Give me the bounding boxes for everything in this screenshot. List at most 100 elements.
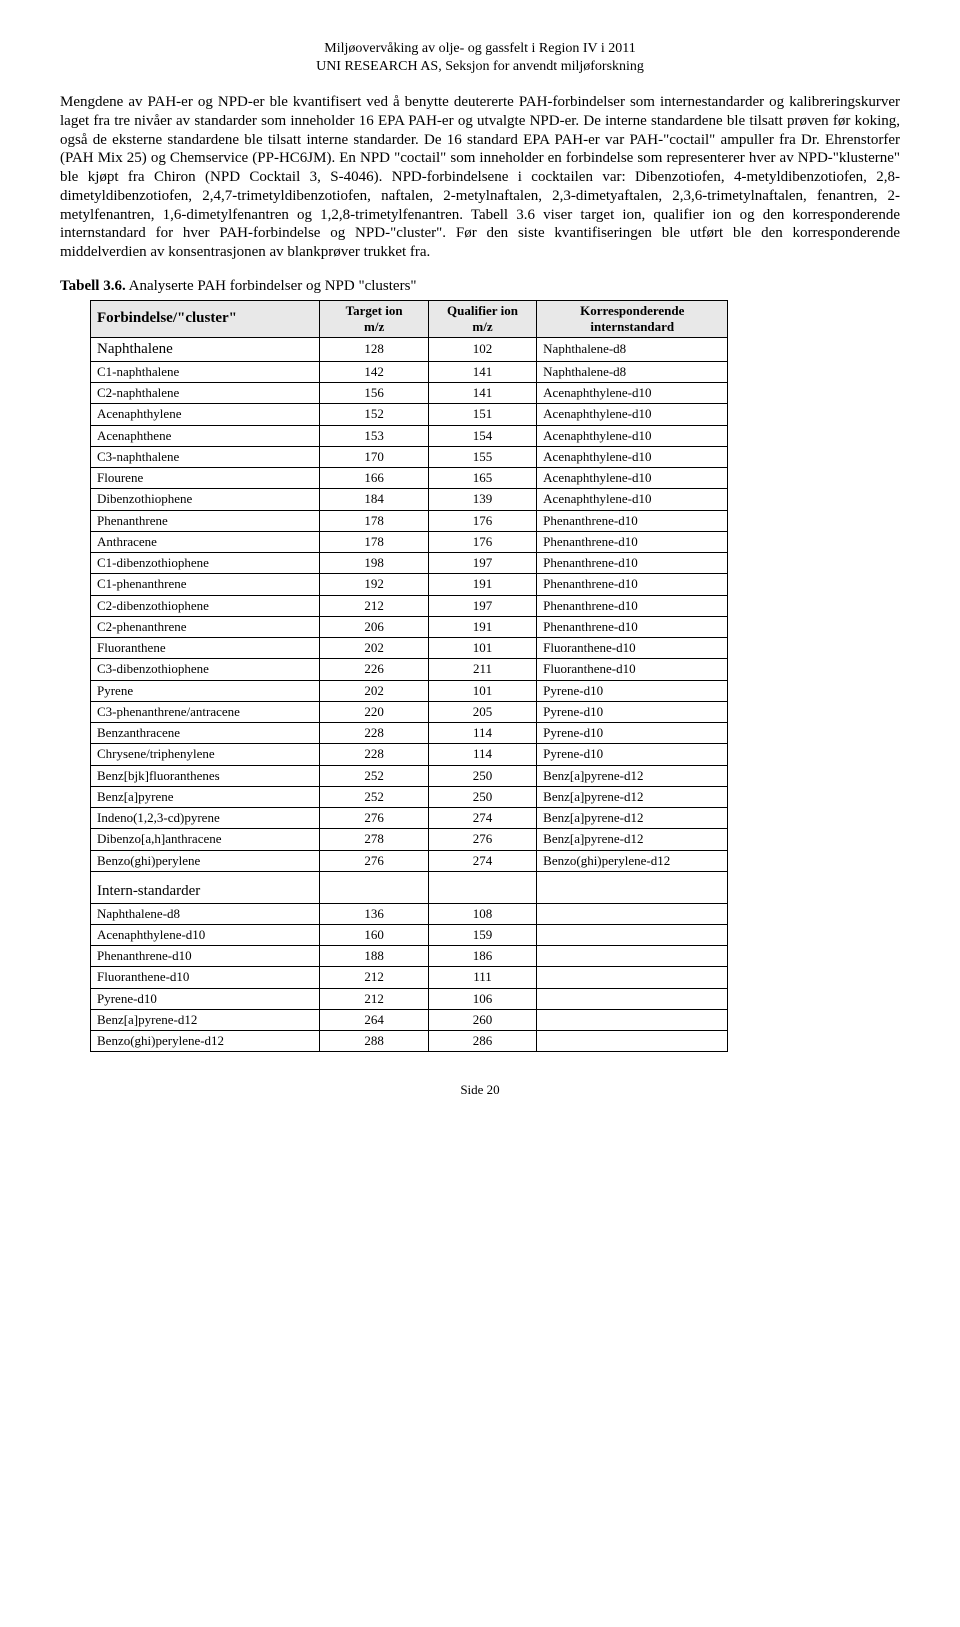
table-cell: 141 xyxy=(428,383,536,404)
col-target-ion-l2: m/z xyxy=(326,319,421,335)
table-row: Fluoranthene-d10212111 xyxy=(91,967,728,988)
table-cell xyxy=(537,871,728,903)
table-cell: 151 xyxy=(428,404,536,425)
table-cell: 101 xyxy=(428,680,536,701)
table-row: Phenanthrene-d10188186 xyxy=(91,946,728,967)
table-cell: Phenanthrene-d10 xyxy=(537,595,728,616)
table-cell: Acenaphthylene-d10 xyxy=(537,446,728,467)
col-internstandard-l1: Korresponderende xyxy=(543,303,721,319)
table-row: C3-dibenzothiophene226211Fluoranthene-d1… xyxy=(91,659,728,680)
table-cell: 186 xyxy=(428,946,536,967)
table-cell: 139 xyxy=(428,489,536,510)
table-cell: Phenanthrene xyxy=(91,510,320,531)
table-cell: 211 xyxy=(428,659,536,680)
table-row: C1-dibenzothiophene198197Phenanthrene-d1… xyxy=(91,553,728,574)
table-row: Indeno(1,2,3-cd)pyrene276274Benz[a]pyren… xyxy=(91,808,728,829)
table-row: Benzanthracene228114Pyrene-d10 xyxy=(91,723,728,744)
col-internstandard-l2: internstandard xyxy=(543,319,721,335)
table-row: Benz[bjk]fluoranthenes252250Benz[a]pyren… xyxy=(91,765,728,786)
table-header-row: Forbindelse/"cluster" Target ion m/z Qua… xyxy=(91,300,728,338)
table-cell: Phenanthrene-d10 xyxy=(537,616,728,637)
body-paragraph: Mengdene av PAH-er og NPD-er ble kvantif… xyxy=(60,93,900,262)
table-cell: Chrysene/triphenylene xyxy=(91,744,320,765)
table-cell: Benz[a]pyrene-d12 xyxy=(537,765,728,786)
table-cell: Pyrene-d10 xyxy=(537,680,728,701)
table-cell: 206 xyxy=(320,616,428,637)
table-cell: Acenaphthylene-d10 xyxy=(537,404,728,425)
table-cell: Acenaphthene xyxy=(91,425,320,446)
table-cell: 178 xyxy=(320,510,428,531)
table-cell: Fluoranthene-d10 xyxy=(91,967,320,988)
table-cell: 176 xyxy=(428,531,536,552)
table-cell: Benz[a]pyrene-d12 xyxy=(537,808,728,829)
table-cell: 226 xyxy=(320,659,428,680)
col-qualifier-ion-l2: m/z xyxy=(435,319,530,335)
table-row: C1-naphthalene142141Naphthalene-d8 xyxy=(91,361,728,382)
table-cell: 288 xyxy=(320,1031,428,1052)
table-cell: Anthracene xyxy=(91,531,320,552)
table-cell: 191 xyxy=(428,616,536,637)
table-cell: Acenaphthylene-d10 xyxy=(537,383,728,404)
table-cell: 154 xyxy=(428,425,536,446)
table-cell: 142 xyxy=(320,361,428,382)
table-cell: Naphthalene xyxy=(91,338,320,362)
table-cell: 260 xyxy=(428,1009,536,1030)
table-cell: 252 xyxy=(320,786,428,807)
section-row: Intern-standarder xyxy=(91,871,728,903)
table-cell: 178 xyxy=(320,531,428,552)
table-cell: 128 xyxy=(320,338,428,362)
table-cell: 188 xyxy=(320,946,428,967)
table-cell xyxy=(320,871,428,903)
col-internstandard: Korresponderende internstandard xyxy=(537,300,728,338)
table-cell: Dibenzo[a,h]anthracene xyxy=(91,829,320,850)
table-cell xyxy=(537,988,728,1009)
table-row: Dibenzothiophene184139Acenaphthylene-d10 xyxy=(91,489,728,510)
table-cell: Naphthalene-d8 xyxy=(537,338,728,362)
table-cell: Phenanthrene-d10 xyxy=(537,574,728,595)
table-title-bold: Tabell 3.6. xyxy=(60,278,126,294)
table-cell: 152 xyxy=(320,404,428,425)
table-cell: C2-naphthalene xyxy=(91,383,320,404)
table-cell: 250 xyxy=(428,765,536,786)
table-cell: Fluoranthene xyxy=(91,638,320,659)
table-cell: 264 xyxy=(320,1009,428,1030)
table-cell: 274 xyxy=(428,850,536,871)
table-cell: 212 xyxy=(320,988,428,1009)
table-cell: Pyrene xyxy=(91,680,320,701)
col-target-ion-l1: Target ion xyxy=(326,303,421,319)
table-cell: 108 xyxy=(428,903,536,924)
table-row: Flourene166165Acenaphthylene-d10 xyxy=(91,468,728,489)
pah-table: Forbindelse/"cluster" Target ion m/z Qua… xyxy=(90,300,728,1053)
table-cell: 212 xyxy=(320,595,428,616)
table-cell: 141 xyxy=(428,361,536,382)
table-cell: Phenanthrene-d10 xyxy=(537,531,728,552)
table-cell: 212 xyxy=(320,967,428,988)
table-row: C3-phenanthrene/antracene220205Pyrene-d1… xyxy=(91,701,728,722)
table-cell: Benz[a]pyrene-d12 xyxy=(537,786,728,807)
table-cell: Acenaphthylene-d10 xyxy=(91,924,320,945)
table-cell: 220 xyxy=(320,701,428,722)
table-cell: Flourene xyxy=(91,468,320,489)
table-cell: Benz[bjk]fluoranthenes xyxy=(91,765,320,786)
table-cell: 228 xyxy=(320,744,428,765)
table-cell: 278 xyxy=(320,829,428,850)
table-cell: Naphthalene-d8 xyxy=(91,903,320,924)
table-cell: Pyrene-d10 xyxy=(537,723,728,744)
table-cell xyxy=(537,967,728,988)
section-label: Intern-standarder xyxy=(91,871,320,903)
table-cell: 159 xyxy=(428,924,536,945)
table-cell: 136 xyxy=(320,903,428,924)
table-cell: 202 xyxy=(320,680,428,701)
header-line-1: Miljøovervåking av olje- og gassfelt i R… xyxy=(60,40,900,58)
table-cell: Indeno(1,2,3-cd)pyrene xyxy=(91,808,320,829)
table-cell: 111 xyxy=(428,967,536,988)
table-cell: Phenanthrene-d10 xyxy=(537,510,728,531)
table-cell xyxy=(537,903,728,924)
table-cell: Benzo(ghi)perylene-d12 xyxy=(91,1031,320,1052)
header-line-2: UNI RESEARCH AS, Seksjon for anvendt mil… xyxy=(60,58,900,76)
table-cell: 106 xyxy=(428,988,536,1009)
table-cell: Phenanthrene-d10 xyxy=(91,946,320,967)
table-cell: 276 xyxy=(428,829,536,850)
col-target-ion: Target ion m/z xyxy=(320,300,428,338)
table-row: Benzo(ghi)perylene-d12288286 xyxy=(91,1031,728,1052)
